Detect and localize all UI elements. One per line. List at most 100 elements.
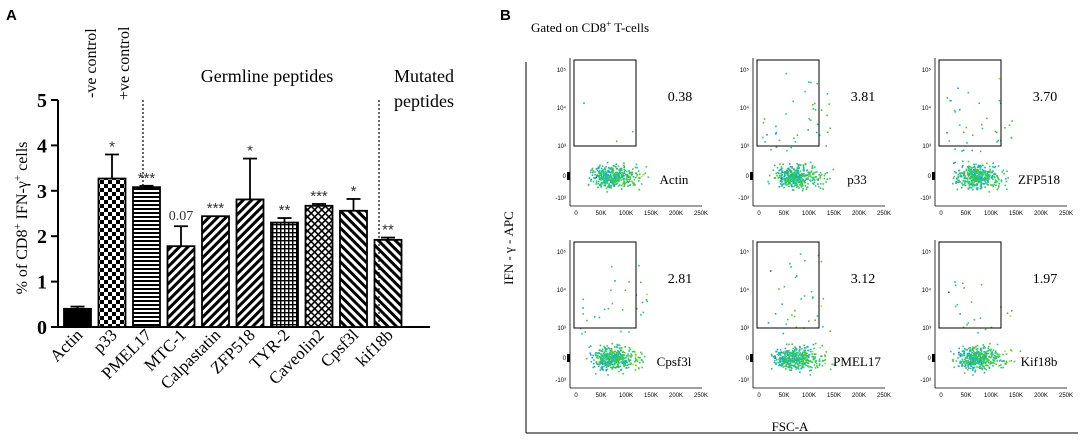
flow-event-dot bbox=[955, 182, 957, 184]
flow-event-dot bbox=[610, 187, 613, 189]
flow-event-dot bbox=[972, 374, 974, 376]
flow-event-dot bbox=[609, 186, 611, 188]
flow-event-dot bbox=[992, 361, 995, 363]
flow-event-dot bbox=[622, 359, 624, 362]
flow-event-dot bbox=[967, 91, 970, 94]
flow-event-dot bbox=[594, 373, 597, 375]
flow-event-dot bbox=[611, 182, 613, 184]
flow-event-dot bbox=[819, 360, 821, 362]
flow-event-dot bbox=[811, 366, 813, 369]
flow-event-dot bbox=[599, 369, 602, 371]
flow-event-dot bbox=[633, 182, 635, 184]
flow-event-dot bbox=[595, 183, 597, 185]
flow-event-dot bbox=[989, 356, 992, 359]
flow-event-dot bbox=[634, 353, 637, 356]
flow-event-dot bbox=[1005, 353, 1008, 355]
flow-event-dot bbox=[815, 362, 818, 365]
flow-event-dot bbox=[986, 352, 989, 355]
flow-event-dot bbox=[632, 168, 634, 170]
flow-event-dot bbox=[1004, 184, 1007, 187]
flow-event-dot bbox=[621, 357, 623, 360]
flow-event-dot bbox=[588, 177, 591, 179]
flow-event-dot bbox=[979, 351, 981, 354]
flow-event-dot bbox=[601, 175, 603, 178]
flow-event-dot bbox=[607, 365, 610, 367]
flow-event-dot bbox=[588, 346, 591, 348]
flow-event-dot bbox=[783, 179, 786, 182]
flow-event-dot bbox=[955, 360, 958, 362]
flow-event-dot bbox=[620, 176, 623, 179]
flow-event-dot bbox=[607, 357, 609, 360]
flow-event-dot bbox=[791, 353, 793, 355]
flow-event-dot bbox=[600, 360, 603, 362]
flow-x-tick-label: 100K bbox=[984, 211, 998, 217]
flow-event-dot bbox=[804, 185, 807, 187]
flow-event-dot bbox=[799, 184, 801, 186]
flow-event-dot bbox=[969, 168, 972, 171]
flow-event-dot bbox=[984, 347, 986, 349]
flow-y-tick-label: 10³ bbox=[740, 144, 749, 150]
flow-event-dot bbox=[967, 173, 969, 175]
flow-event-dot bbox=[776, 167, 779, 169]
flow-sample-label: PMEL17 bbox=[833, 354, 881, 369]
flow-event-dot bbox=[973, 163, 975, 165]
flow-event-dot bbox=[954, 305, 957, 308]
flow-event-dot bbox=[762, 136, 764, 139]
flow-event-dot bbox=[794, 350, 796, 353]
flow-event-dot bbox=[807, 178, 809, 180]
flow-event-dot bbox=[991, 184, 993, 186]
flow-event-dot bbox=[600, 177, 602, 179]
flow-event-dot bbox=[618, 174, 620, 176]
flow-event-dot bbox=[781, 176, 783, 179]
flow-y-tick-label: -10³ bbox=[920, 378, 931, 384]
flow-event-dot bbox=[786, 361, 789, 363]
flow-event-dot bbox=[641, 359, 644, 362]
flow-event-dot bbox=[583, 102, 585, 104]
flow-event-dot bbox=[986, 358, 989, 360]
flow-event-dot bbox=[792, 352, 795, 355]
flow-event-dot bbox=[785, 358, 787, 360]
flow-event-dot bbox=[602, 174, 605, 177]
flow-event-dot bbox=[604, 170, 607, 173]
flow-event-dot bbox=[636, 173, 638, 176]
flow-event-dot bbox=[610, 167, 613, 169]
flow-event-dot bbox=[800, 360, 802, 362]
flow-event-dot bbox=[632, 175, 635, 178]
flow-event-dot bbox=[987, 184, 990, 186]
flow-event-dot bbox=[954, 148, 956, 150]
flow-event-dot bbox=[811, 176, 814, 179]
flow-event-dot bbox=[968, 352, 970, 355]
flow-event-dot bbox=[637, 356, 640, 359]
flow-event-dot bbox=[969, 360, 972, 362]
flow-event-dot bbox=[608, 348, 611, 350]
flow-event-dot bbox=[799, 352, 801, 354]
flow-x-tick-label: 250K bbox=[1059, 393, 1073, 399]
flow-event-dot bbox=[607, 174, 609, 176]
flow-event-dot bbox=[610, 366, 612, 369]
flow-event-dot bbox=[988, 355, 991, 358]
flow-event-dot bbox=[790, 184, 793, 187]
flow-event-dot bbox=[791, 180, 794, 183]
flow-event-dot bbox=[993, 362, 995, 365]
flow-event-dot bbox=[631, 350, 634, 353]
flow-event-dot bbox=[597, 182, 599, 185]
flow-event-dot bbox=[610, 354, 612, 356]
flow-event-dot bbox=[609, 173, 612, 176]
flow-event-dot bbox=[790, 172, 793, 174]
flow-event-dot bbox=[795, 366, 797, 369]
flow-event-dot bbox=[794, 346, 796, 348]
flow-event-dot bbox=[799, 174, 801, 177]
flow-event-dot bbox=[976, 171, 978, 173]
flow-event-dot bbox=[776, 353, 779, 356]
flow-event-dot bbox=[806, 365, 809, 367]
flow-event-dot bbox=[1001, 360, 1003, 363]
flow-event-dot bbox=[946, 131, 948, 134]
flow-event-dot bbox=[963, 354, 965, 357]
flow-event-dot bbox=[623, 362, 626, 364]
flow-event-dot bbox=[965, 360, 968, 362]
flow-event-dot bbox=[787, 366, 790, 368]
flow-event-dot bbox=[794, 353, 796, 356]
flow-event-dot bbox=[618, 370, 620, 373]
flow-y-tick-label: -10³ bbox=[555, 196, 566, 202]
flow-event-dot bbox=[984, 186, 986, 188]
